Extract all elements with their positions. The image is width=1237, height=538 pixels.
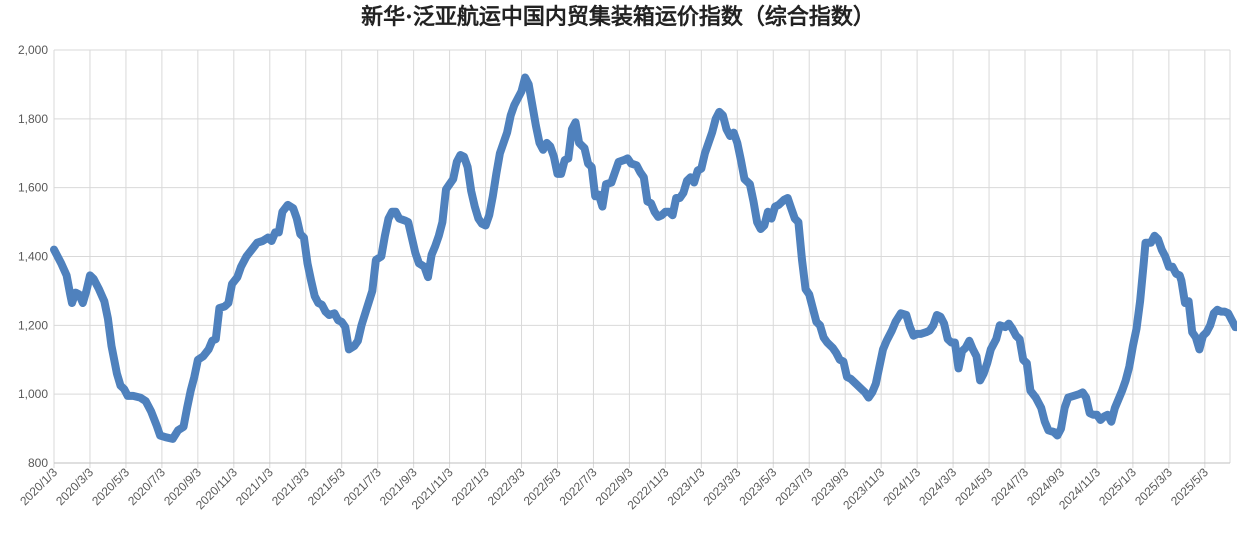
x-tick-label: 2025/3/3 (1132, 465, 1175, 508)
x-tick-label: 2022/5/3 (521, 465, 564, 508)
x-tick-label: 2024/1/3 (880, 465, 923, 508)
vertical-gridlines (53, 50, 1231, 468)
y-tick-label: 1,400 (18, 250, 48, 264)
x-tick-label: 2022/1/3 (449, 465, 492, 508)
x-tick-label: 2024/7/3 (988, 465, 1031, 508)
x-tick-label: 2023/7/3 (772, 465, 815, 508)
x-tick-label: 2020/3/3 (53, 465, 96, 508)
x-tick-label: 2020/5/3 (89, 465, 132, 508)
x-tick-label: 2024/3/3 (916, 465, 959, 508)
y-tick-label: 1,800 (18, 112, 48, 126)
x-tick-label: 2022/7/3 (557, 465, 600, 508)
x-tick-label: 2023/1/3 (665, 465, 708, 508)
y-tick-label: 2,000 (18, 43, 48, 57)
x-tick-label: 2025/5/3 (1168, 465, 1211, 508)
series-line (50, 73, 1237, 443)
x-axis-tick-labels: 2020/1/32020/3/32020/5/32020/7/32020/9/3… (17, 465, 1211, 512)
x-tick-label: 2024/5/3 (952, 465, 995, 508)
chart-title: 新华·泛亚航运中国内贸集装箱运价指数（综合指数） (361, 4, 875, 30)
horizontal-gridlines (54, 49, 1230, 395)
series-layer (50, 73, 1237, 443)
y-tick-label: 1,200 (18, 318, 48, 332)
y-tick-label: 1,600 (18, 181, 48, 195)
x-tick-label: 2020/1/3 (17, 465, 60, 508)
x-tick-label: 2023/3/3 (700, 465, 743, 508)
x-tick-label: 2021/5/3 (305, 465, 348, 508)
y-axis-tick-labels: 800 1,000 1,200 1,400 1,600 1,800 2,000 (18, 43, 48, 470)
x-tick-label: 2020/7/3 (125, 465, 168, 508)
x-tick-label: 2021/7/3 (341, 465, 384, 508)
x-tick-label: 2022/3/3 (485, 465, 528, 508)
x-tick-label: 2021/1/3 (233, 465, 276, 508)
x-tick-label: 2025/1/3 (1096, 465, 1139, 508)
y-tick-label: 1,000 (18, 387, 48, 401)
x-tick-label: 2021/3/3 (269, 465, 312, 508)
x-tick-label: 2023/5/3 (736, 465, 779, 508)
y-tick-label: 800 (28, 456, 48, 470)
